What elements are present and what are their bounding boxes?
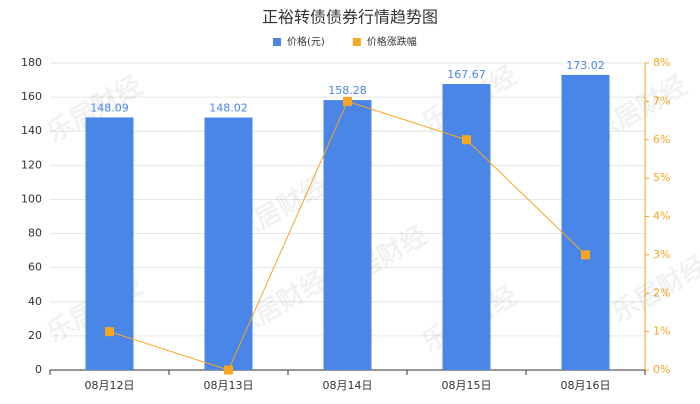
- y2-tick-label: 0%: [653, 363, 670, 376]
- y2-tick-label: 2%: [653, 286, 670, 299]
- y2-tick-label: 5%: [653, 171, 670, 184]
- y2-tick-label: 6%: [653, 133, 670, 146]
- chart-title: 正裕转债债券行情趋势图: [262, 8, 438, 27]
- bar: [204, 117, 253, 370]
- x-tick-label: 08月13日: [204, 379, 254, 392]
- point: [581, 250, 590, 260]
- y-tick-label: 180: [21, 56, 42, 69]
- value-label: 148.02: [209, 102, 248, 115]
- y-tick-label: 40: [28, 295, 42, 308]
- point: [462, 135, 471, 145]
- x-tick-label: 08月12日: [85, 379, 135, 392]
- value-label: 173.02: [566, 59, 605, 72]
- legend-label: 价格涨跌幅: [367, 35, 417, 48]
- y2-tick-label: 7%: [653, 94, 670, 107]
- x-tick-label: 08月15日: [442, 379, 492, 392]
- point: [224, 365, 233, 375]
- point: [343, 96, 352, 106]
- legend-swatch: [273, 38, 281, 46]
- y-tick-label: 100: [21, 192, 42, 205]
- legend-swatch: [352, 38, 361, 46]
- x-tick-label: 08月16日: [561, 379, 611, 392]
- bar: [442, 84, 491, 370]
- y-tick-label: 120: [21, 158, 42, 171]
- y-tick-label: 20: [28, 329, 42, 342]
- value-label: 158.28: [328, 84, 367, 97]
- watermark: 乐居财经: [607, 250, 700, 329]
- value-label: 148.09: [90, 101, 129, 114]
- y2-tick-label: 4%: [653, 210, 670, 223]
- y-tick-label: 80: [28, 227, 42, 240]
- y2-tick-label: 8%: [653, 56, 670, 69]
- bar: [561, 74, 610, 370]
- y-tick-label: 160: [21, 90, 42, 103]
- y2-tick-label: 1%: [653, 325, 670, 338]
- bar: [323, 100, 372, 370]
- y-tick-label: 0: [35, 363, 42, 376]
- y-tick-label: 60: [28, 261, 42, 274]
- value-label: 167.67: [447, 68, 486, 81]
- legend-label: 价格(元): [287, 35, 325, 48]
- point: [105, 327, 114, 337]
- y2-tick-label: 3%: [653, 248, 670, 261]
- x-tick-label: 08月14日: [323, 379, 373, 392]
- y-tick-label: 140: [21, 124, 42, 137]
